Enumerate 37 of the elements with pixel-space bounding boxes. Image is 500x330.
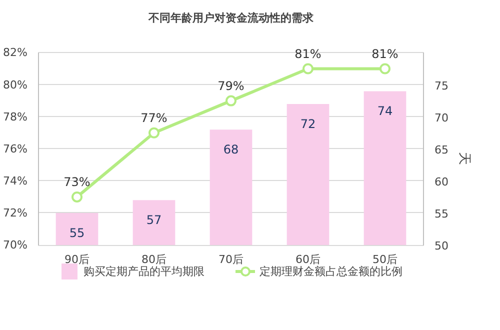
x-tick-label: 60后 — [296, 253, 320, 266]
point — [302, 63, 314, 74]
data-label: 68 — [223, 142, 239, 157]
legend-label: 定期理财金额占总金额的比例 — [260, 264, 402, 278]
y-tick-label: 72% — [3, 206, 28, 220]
y-tick-label: 82% — [3, 46, 28, 60]
point — [226, 95, 236, 106]
y-tick-label: 70% — [3, 238, 28, 252]
data-label: 55 — [69, 226, 85, 240]
y-tick-label: 78% — [3, 110, 28, 124]
y-tick-label: 80% — [3, 78, 28, 92]
point — [148, 127, 160, 138]
data-label: 57 — [146, 213, 162, 228]
y-tick-label: 74% — [3, 174, 28, 188]
y2-tick-label: 60 — [434, 175, 448, 188]
x-tick-label: 90后 — [64, 253, 90, 266]
data-label: 73% — [64, 174, 90, 189]
y2-axis-title: 天 — [456, 152, 472, 165]
data-label: 72 — [300, 117, 316, 132]
y-tick-label: 76% — [3, 142, 28, 156]
y2-tick-label: 75 — [434, 79, 448, 92]
data-label: 79% — [218, 78, 244, 93]
y2-tick-label: 55 — [434, 207, 448, 220]
data-label: 74 — [377, 104, 393, 118]
point — [380, 63, 390, 74]
y2-tick-label: 65 — [434, 143, 448, 156]
data-label: 81% — [372, 46, 398, 61]
x-tick-label: 70后 — [218, 253, 244, 266]
y2-tick-label: 50 — [434, 240, 448, 253]
x-tick-label: 50后 — [372, 253, 398, 266]
y2-tick-label: 70 — [434, 111, 448, 124]
point — [72, 191, 82, 202]
data-label: 81% — [294, 46, 322, 61]
legend-label: 购买定期产品的平均期限 — [84, 264, 204, 278]
x-tick-label: 80后 — [142, 253, 166, 266]
chart-title: 不同年龄用户对资金流动性的需求 — [148, 12, 314, 24]
data-label: 77% — [140, 110, 168, 125]
